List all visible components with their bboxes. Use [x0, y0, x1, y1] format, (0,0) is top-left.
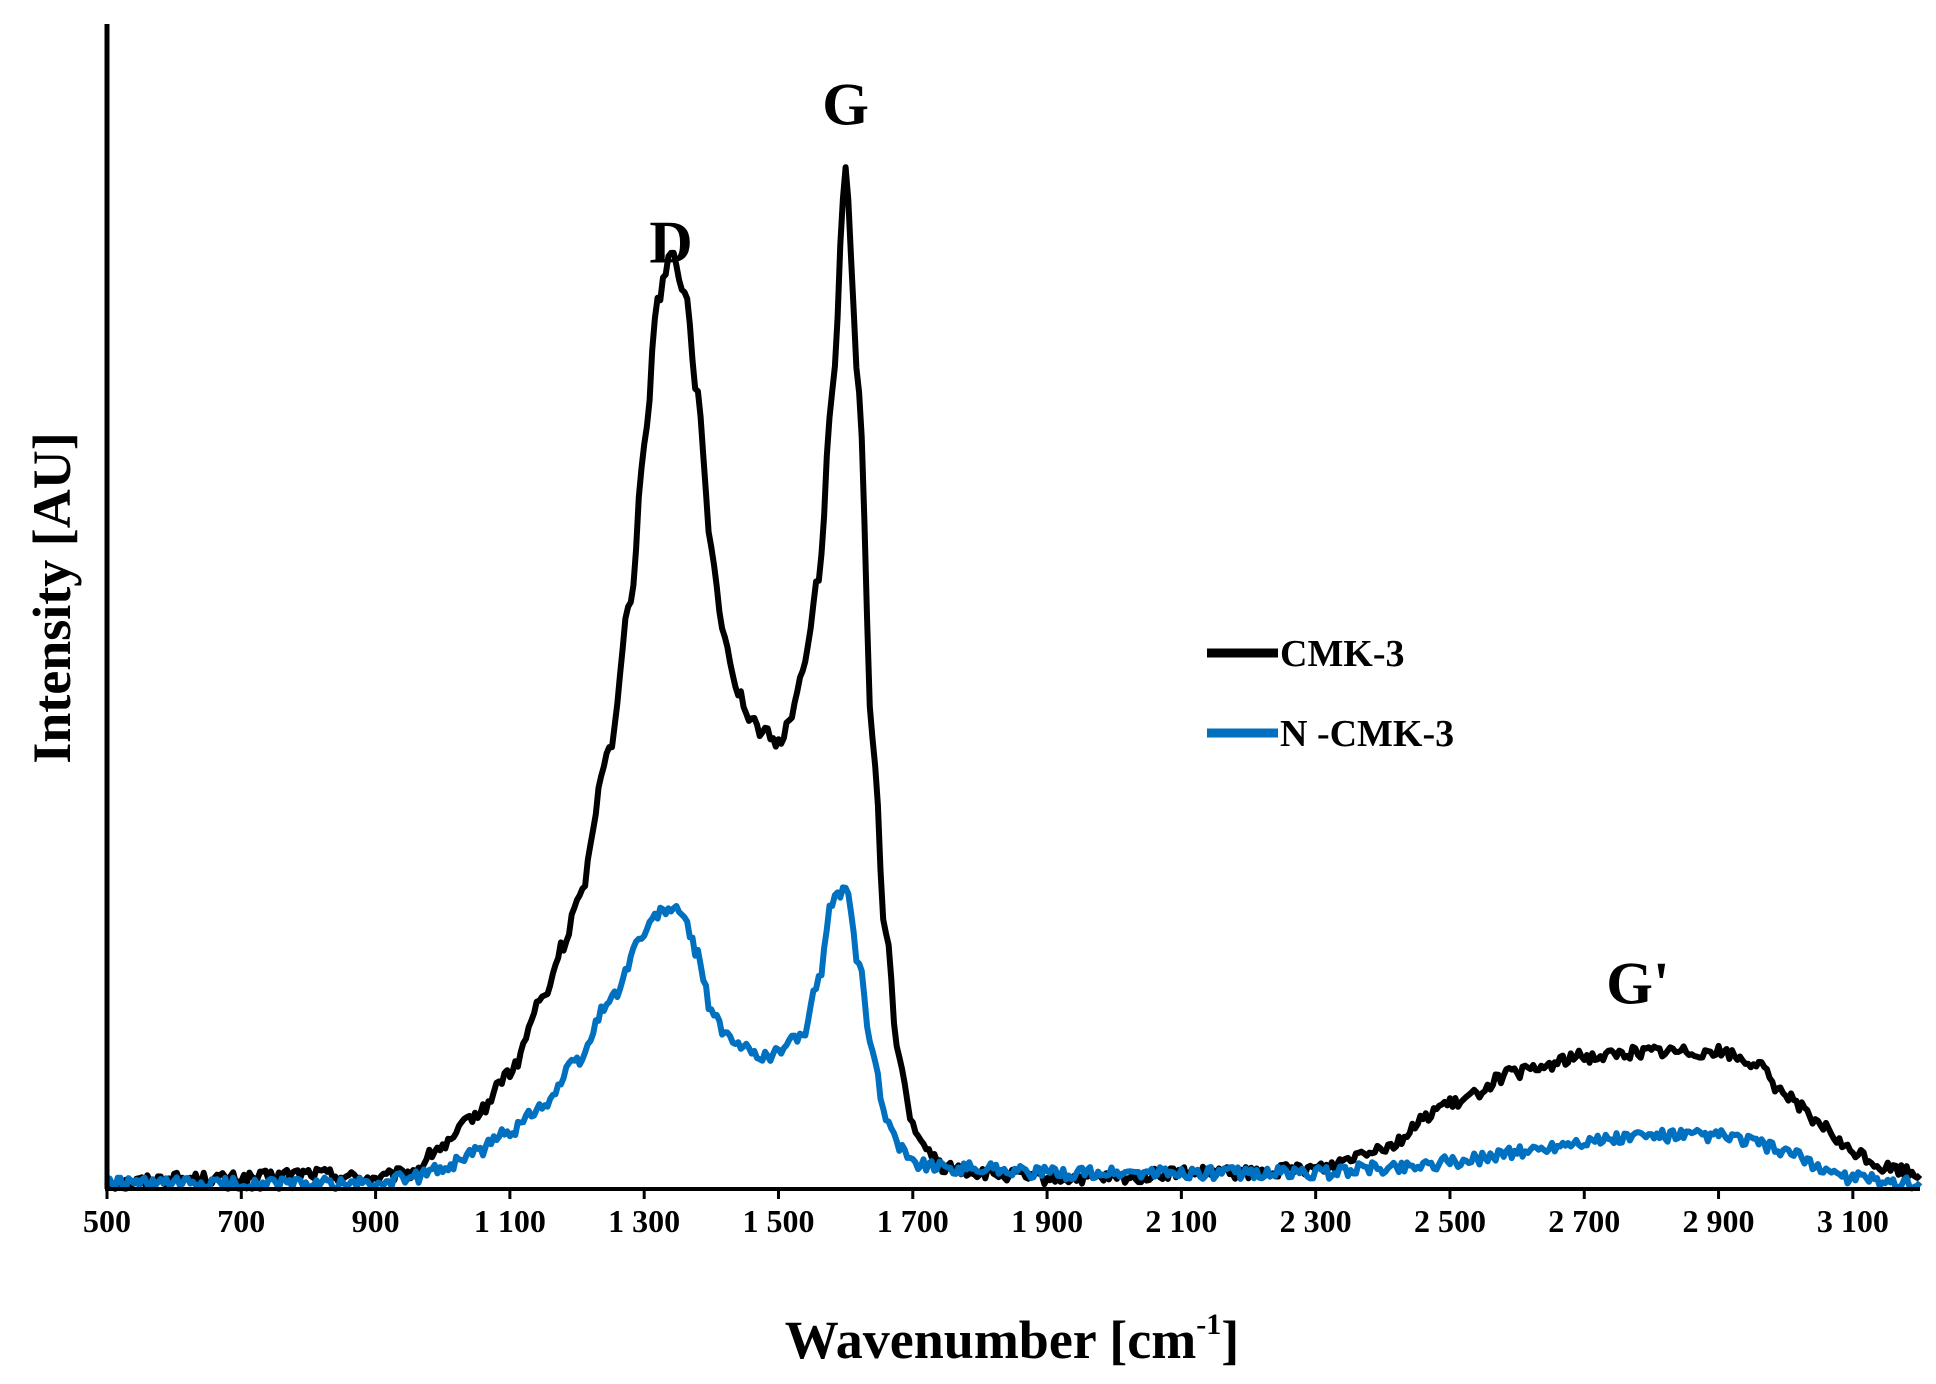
x-axis-title-superscript: -1 [1196, 1308, 1221, 1341]
legend: CMK-3 N -CMK-3 [1207, 633, 1454, 755]
x-tick-label: 1 300 [608, 1203, 680, 1239]
series-line-n-cmk-3 [104, 884, 1923, 1192]
peak-labels: D G G' [649, 72, 1669, 1017]
x-axis-title-main: Wavenumber [cm [785, 1310, 1196, 1370]
x-ticks: 500 700 900 1 100 1 300 1 500 1 700 1 900 2 100 2… [83, 1189, 1889, 1239]
peak-label-g: G' [1606, 951, 1669, 1017]
x-tick-label: 2 100 [1145, 1203, 1217, 1239]
x-tick-label: 2 500 [1414, 1203, 1486, 1239]
x-tick-label: 500 [83, 1203, 131, 1239]
x-tick-label: 700 [217, 1203, 265, 1239]
x-axis-title: Wavenumber [cm-1] [785, 1308, 1239, 1370]
axes-layer [104, 24, 1920, 1191]
x-tick-label: 1 900 [1011, 1203, 1083, 1239]
legend-label-n-cmk-3: N -CMK-3 [1280, 713, 1454, 755]
x-tick-label: 3 100 [1817, 1203, 1889, 1239]
x-tick-label: 2 900 [1683, 1203, 1755, 1239]
x-tick-label: 1 700 [877, 1203, 949, 1239]
x-tick-label: 2 300 [1280, 1203, 1352, 1239]
x-tick-label: 1 100 [474, 1203, 546, 1239]
peak-label-d: D [649, 209, 692, 275]
series-layer [104, 164, 1923, 1192]
x-tick-label: 1 500 [742, 1203, 814, 1239]
y-axis-title: Intensity [AU] [22, 432, 82, 764]
x-tick-label: 900 [352, 1203, 400, 1239]
legend-label-cmk-3: CMK-3 [1280, 633, 1405, 675]
peak-label-g: G [822, 72, 869, 138]
x-tick-label: 2 700 [1548, 1203, 1620, 1239]
series-line-cmk-3 [105, 164, 1923, 1192]
x-axis-title-close: ] [1221, 1310, 1239, 1370]
